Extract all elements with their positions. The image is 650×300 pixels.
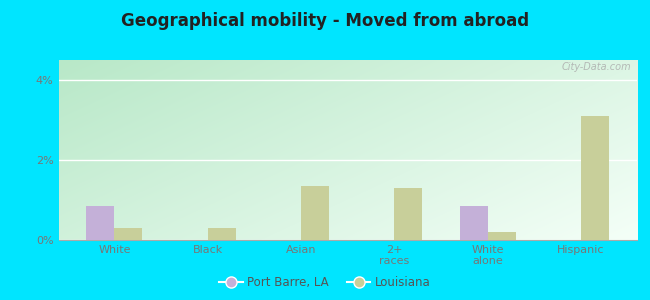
Legend: Port Barre, LA, Louisiana: Port Barre, LA, Louisiana — [214, 272, 436, 294]
Text: Geographical mobility - Moved from abroad: Geographical mobility - Moved from abroa… — [121, 12, 529, 30]
Bar — [460, 206, 488, 240]
Bar — [581, 116, 609, 240]
Bar — [488, 232, 515, 240]
Bar — [208, 228, 236, 240]
Bar — [395, 188, 423, 240]
Bar — [301, 186, 329, 240]
Text: City-Data.com: City-Data.com — [562, 62, 631, 72]
Bar — [86, 206, 114, 240]
Bar — [114, 228, 142, 240]
